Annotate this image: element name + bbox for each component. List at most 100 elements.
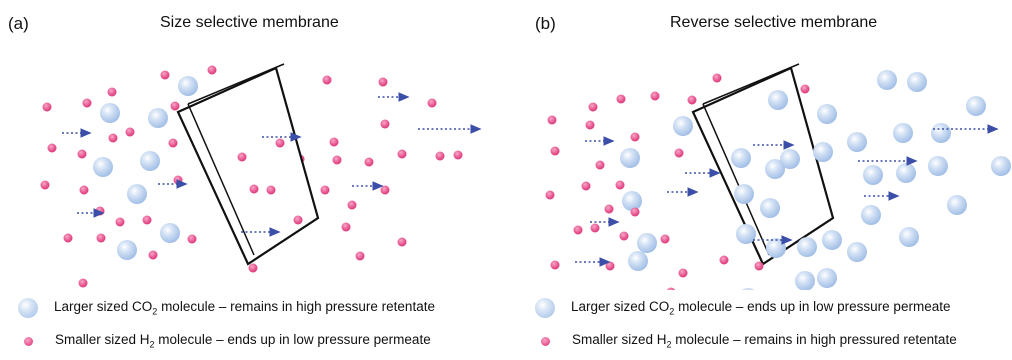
- co2-molecule: [637, 233, 657, 253]
- co2-molecule: [863, 165, 883, 185]
- co2-molecule: [966, 96, 986, 116]
- co2-molecule: [797, 237, 817, 257]
- h2-molecule: [96, 233, 106, 243]
- co2-molecule: [928, 156, 948, 176]
- h2-molecule: [347, 200, 357, 210]
- h2-molecule: [547, 115, 557, 125]
- h2-molecule: [427, 98, 437, 108]
- h2-molecule: [619, 231, 629, 241]
- h2-molecule: [380, 185, 390, 195]
- h2-molecule: [341, 222, 351, 232]
- co2-molecule: [178, 76, 198, 96]
- legend-text: Larger sized CO2 molecule – ends up in l…: [571, 299, 951, 317]
- co2-molecule: [795, 271, 815, 290]
- h2-molecule: [266, 185, 276, 195]
- h2-molecule: [364, 157, 374, 167]
- panel-title: Reverse selective membrane: [670, 14, 878, 31]
- h2-molecule: [63, 233, 73, 243]
- co2-molecule: [734, 184, 754, 204]
- h2-molecule: [754, 261, 764, 271]
- co2-molecule: [896, 163, 916, 183]
- h2-molecule: [142, 215, 152, 225]
- co2-molecule: [817, 268, 837, 288]
- h2-molecule: [550, 146, 560, 156]
- co2-molecule: [822, 230, 842, 250]
- h2-molecule-icon: [24, 336, 33, 346]
- h2-molecule: [248, 263, 258, 273]
- h2-molecule: [674, 148, 684, 158]
- h2-molecule: [249, 184, 259, 194]
- h2-molecule: [332, 155, 342, 165]
- h2-molecule: [380, 119, 390, 129]
- h2-molecule: [378, 77, 388, 87]
- membrane: [176, 63, 320, 266]
- h2-molecule: [115, 217, 125, 227]
- h2-molecule: [800, 84, 810, 94]
- legend-text: Larger sized CO2 molecule – remains in h…: [54, 299, 435, 317]
- co2-molecule: [768, 90, 788, 110]
- co2-molecule: [673, 116, 693, 136]
- h2-molecule: [712, 73, 722, 83]
- h2-molecule: [604, 204, 614, 214]
- h2-molecule: [173, 175, 183, 185]
- h2-molecule: [207, 65, 217, 75]
- co2-molecule-icon: [535, 298, 555, 318]
- h2-molecule: [82, 98, 92, 108]
- h2-molecule: [666, 287, 676, 290]
- h2-molecule: [678, 268, 688, 278]
- h2-molecule: [581, 181, 591, 191]
- co2-molecule: [817, 104, 837, 124]
- h2-molecule: [397, 149, 407, 159]
- co2-molecule: [622, 191, 642, 211]
- membrane-diagram: [40, 63, 482, 288]
- h2-molecule: [160, 70, 170, 80]
- legend-small-molecule: Smaller sized H2 molecule – ends up in l…: [18, 329, 431, 353]
- co2-molecule: [760, 198, 780, 218]
- h2-molecule: [40, 180, 50, 190]
- co2-molecule: [160, 223, 180, 243]
- h2-molecule: [125, 127, 135, 137]
- h2-molecule: [660, 234, 670, 244]
- h2-molecule: [293, 215, 303, 225]
- co2-molecule: [117, 240, 137, 260]
- co2-molecule: [766, 238, 786, 258]
- co2-molecule: [620, 148, 640, 168]
- h2-molecule: [615, 180, 625, 190]
- h2-molecule: [588, 102, 598, 112]
- h2-molecule: [630, 132, 640, 142]
- h2-molecule: [453, 150, 463, 160]
- co2-molecule: [148, 108, 168, 128]
- h2-molecule: [573, 225, 583, 235]
- h2-molecule: [148, 250, 158, 260]
- co2-molecule: [991, 156, 1011, 176]
- h2-molecule: [585, 120, 595, 130]
- co2-molecule: [100, 103, 120, 123]
- legend-small-molecule: Smaller sized H2 molecule – remains in h…: [535, 329, 957, 353]
- h2-molecule: [355, 251, 365, 261]
- co2-molecule: [947, 195, 967, 215]
- co2-molecule: [765, 159, 785, 179]
- panel-title: Size selective membrane: [160, 14, 339, 31]
- h2-molecule-icon: [541, 336, 550, 346]
- panel-label: (b): [535, 14, 556, 33]
- h2-molecule: [187, 234, 197, 244]
- h2-molecule: [616, 94, 626, 104]
- h2-molecule: [168, 138, 178, 148]
- panel-label: (a): [8, 14, 29, 33]
- h2-molecule: [329, 137, 339, 147]
- h2-molecule: [605, 261, 615, 271]
- co2-molecule: [931, 123, 951, 143]
- membrane-diagram: [545, 63, 1011, 290]
- h2-molecule: [650, 91, 660, 101]
- co2-molecule: [907, 72, 927, 92]
- h2-molecule: [275, 138, 285, 148]
- h2-molecule: [95, 206, 105, 216]
- h2-molecule: [170, 101, 180, 111]
- h2-molecule: [42, 102, 52, 112]
- co2-molecule: [140, 151, 160, 171]
- membrane: [691, 63, 835, 266]
- co2-molecule: [813, 142, 833, 162]
- co2-molecule: [899, 227, 919, 247]
- h2-molecule: [79, 185, 89, 195]
- co2-molecule: [736, 224, 756, 244]
